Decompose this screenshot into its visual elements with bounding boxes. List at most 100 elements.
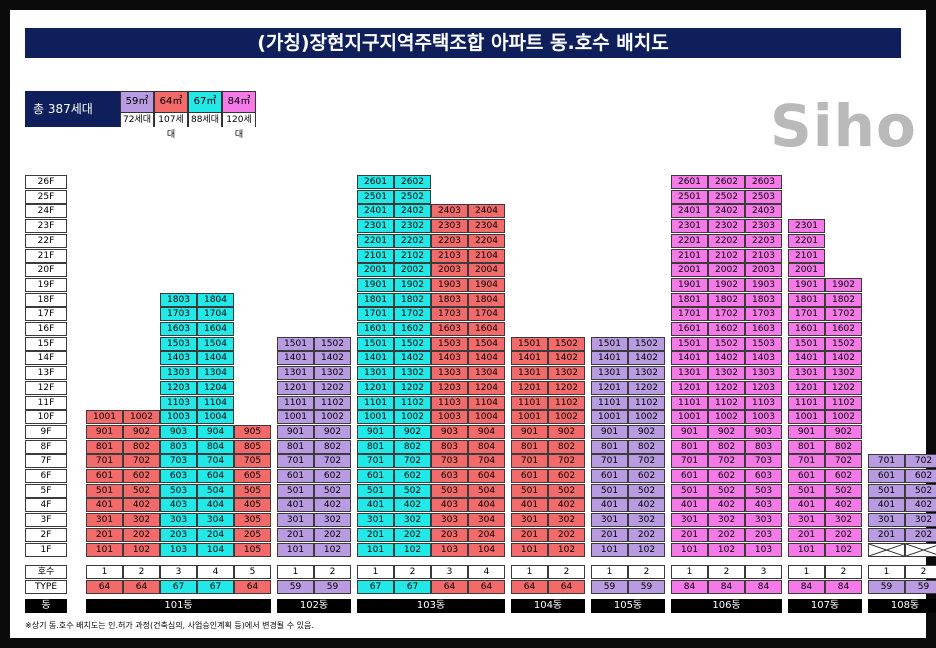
unit-cell: 503 — [160, 483, 197, 498]
unit-cell: 202 — [905, 527, 936, 542]
unit-cell: 401 — [868, 498, 905, 513]
unit-cell: 1903 — [431, 277, 468, 292]
unit-cell: 202 — [825, 527, 862, 542]
unit-cell: 603 — [431, 469, 468, 483]
unit-cell: 902 — [825, 424, 862, 439]
unit-cell: 402 — [314, 498, 351, 513]
unit-cell: 101 — [357, 542, 394, 557]
unit-cell: 201 — [671, 527, 708, 542]
unit-cell: 502 — [394, 483, 431, 498]
unit-cell: 203 — [431, 527, 468, 542]
floor-label: 1F — [25, 542, 67, 557]
unit-cell: 1103 — [431, 395, 468, 410]
unit-cell: 202 — [314, 527, 351, 542]
unit-cell: 1603 — [431, 322, 468, 336]
line-number: 1 — [511, 565, 548, 579]
unit-cell: 1901 — [788, 277, 825, 292]
unit-cell: 1501 — [357, 336, 394, 351]
unit-cell: 2603 — [745, 175, 782, 189]
unit-cell: 601 — [86, 469, 123, 483]
legend-size: 84㎡ — [223, 92, 255, 113]
unit-cell: 102 — [394, 542, 431, 557]
unit-cell: 1402 — [825, 351, 862, 366]
unit-cell: 1403 — [745, 351, 782, 366]
unit-cell: 202 — [394, 527, 431, 542]
unit-cell: 605 — [234, 469, 271, 483]
unit-cell: 802 — [394, 439, 431, 454]
type-value: 84 — [788, 580, 825, 594]
unit-cell: 804 — [197, 439, 234, 454]
unit-cell: 301 — [591, 513, 628, 528]
unit-cell: 1201 — [591, 380, 628, 395]
unit-cell: 202 — [628, 527, 665, 542]
line-number: 3 — [431, 565, 468, 579]
line-number: 2 — [548, 565, 585, 579]
company-logo: Siho — [770, 92, 917, 160]
unit-cell: 2003 — [431, 263, 468, 278]
unit-cell: 1102 — [708, 395, 745, 410]
unit-cell: 1803 — [431, 292, 468, 307]
floor-label: 6F — [25, 469, 67, 483]
unit-cell: 1202 — [548, 380, 585, 395]
unit-cell: 1501 — [511, 336, 548, 351]
unit-cell: 1604 — [468, 322, 505, 336]
floor-label: 23F — [25, 219, 67, 234]
unit-cell: 701 — [868, 454, 905, 469]
unit-cell: 1204 — [468, 380, 505, 395]
unit-cell: 1702 — [708, 307, 745, 322]
unit-cell: 2103 — [431, 248, 468, 263]
unit-cell: 1502 — [825, 336, 862, 351]
unit-cell: 905 — [234, 424, 271, 439]
unit-cell: 1502 — [708, 336, 745, 351]
unit-cell: 2101 — [788, 248, 825, 263]
unit-cell: 101 — [591, 542, 628, 557]
unit-cell: 1302 — [628, 366, 665, 381]
unit-cell: 803 — [160, 439, 197, 454]
unit-cell: 1001 — [277, 410, 314, 425]
unit-cell: 2501 — [357, 189, 394, 204]
unit-cell: 601 — [511, 469, 548, 483]
unit-cell: 304 — [468, 513, 505, 528]
unit-cell: 802 — [628, 439, 665, 454]
unit-cell: 203 — [745, 527, 782, 542]
unit-cell: 201 — [277, 527, 314, 542]
unit-cell: 1003 — [745, 410, 782, 425]
building-label: 107동 — [788, 599, 862, 613]
unit-cell: 102 — [825, 542, 862, 557]
type-value: 84 — [825, 580, 862, 594]
unit-cell: 1804 — [197, 292, 234, 307]
unit-cell: 703 — [431, 454, 468, 469]
unit-cell: 602 — [394, 469, 431, 483]
unit-cell: 602 — [905, 469, 936, 483]
unit-cell: 1002 — [314, 410, 351, 425]
unit-cell: 1504 — [197, 336, 234, 351]
unit-cell: 904 — [197, 424, 234, 439]
unit-cell: 503 — [745, 483, 782, 498]
unit-cell: 702 — [708, 454, 745, 469]
unit-cell: 701 — [788, 454, 825, 469]
unit-cell: 1303 — [431, 366, 468, 381]
type-value: 59 — [905, 580, 936, 594]
building-label: 102동 — [277, 599, 351, 613]
line-number: 2 — [628, 565, 665, 579]
unit-cell: 1604 — [197, 322, 234, 336]
unit-cell: 502 — [123, 483, 160, 498]
unit-cell: 1001 — [357, 410, 394, 425]
unit-cell: 702 — [628, 454, 665, 469]
floor-label: 26F — [25, 175, 67, 189]
unit-cell: 1402 — [394, 351, 431, 366]
unit-cell: 902 — [628, 424, 665, 439]
unit-cell: 601 — [277, 469, 314, 483]
unit-cell: 101 — [788, 542, 825, 557]
unit-cell: 1201 — [788, 380, 825, 395]
unit-cell: 601 — [788, 469, 825, 483]
unit-cell: 1401 — [511, 351, 548, 366]
unit-cell: 602 — [123, 469, 160, 483]
unit-cell: 1502 — [628, 336, 665, 351]
legend-count: 72세대 — [121, 113, 153, 128]
unit-cell: 1101 — [671, 395, 708, 410]
unit-cell: 1902 — [825, 277, 862, 292]
line-number: 2 — [708, 565, 745, 579]
floor-label: 16F — [25, 322, 67, 336]
unit-cell: 1301 — [591, 366, 628, 381]
